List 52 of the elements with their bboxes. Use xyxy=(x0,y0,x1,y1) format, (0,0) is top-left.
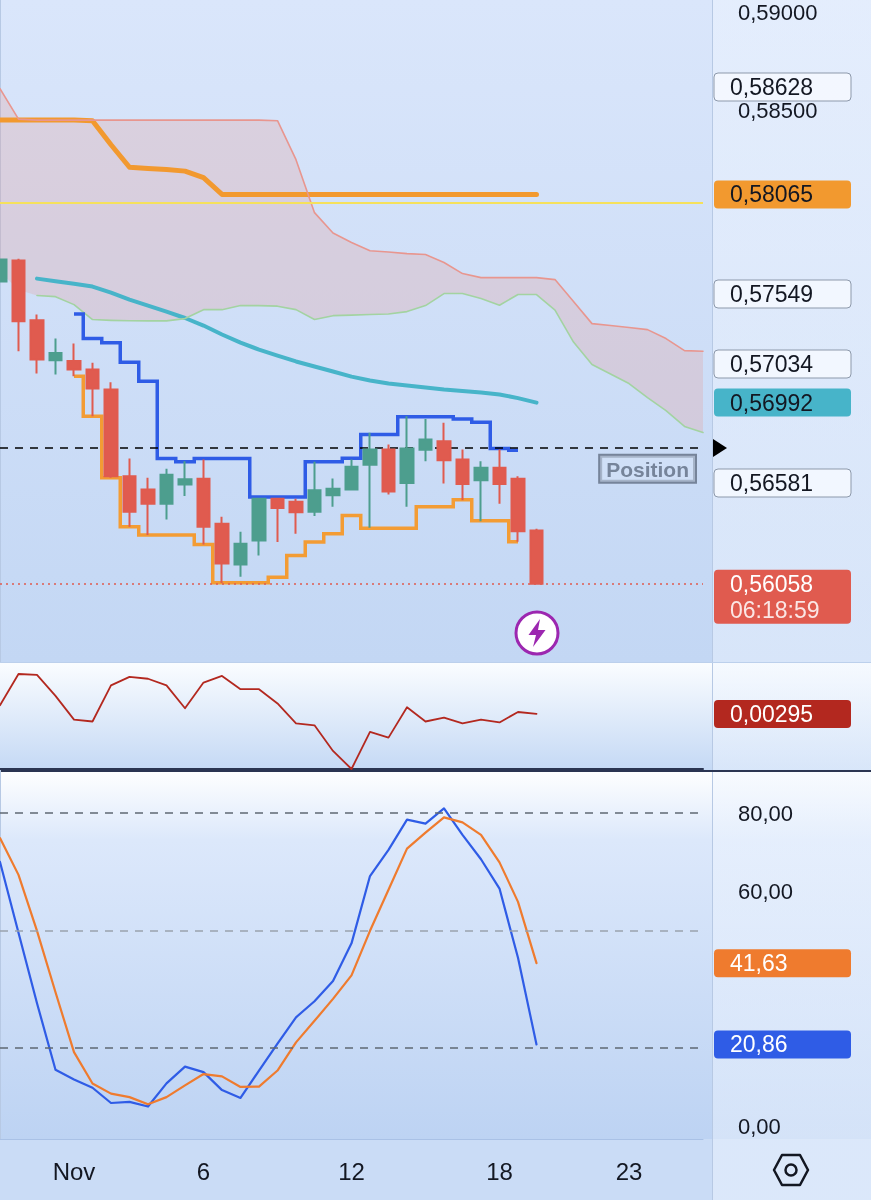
text: 0,58628 xyxy=(730,74,814,100)
x-tick-label: 12 xyxy=(338,1157,365,1185)
y-tick-label: 0,58500 xyxy=(738,97,818,123)
candlestick xyxy=(159,467,174,521)
text: 0,58065 xyxy=(730,181,814,208)
candlestick xyxy=(85,361,100,418)
candlestick xyxy=(29,313,45,375)
candlestick xyxy=(381,443,396,496)
x-tick-label: Nov xyxy=(52,1157,96,1185)
text: 0,57549 xyxy=(730,281,814,307)
candlestick xyxy=(251,496,267,557)
y-tick-label: 0,59000 xyxy=(738,0,818,26)
text: 20,86 xyxy=(730,1031,788,1058)
text: 06:18:59 xyxy=(730,596,820,623)
candlestick xyxy=(288,497,304,535)
candlestick xyxy=(492,448,507,505)
candlestick xyxy=(140,476,156,537)
text: 41,63 xyxy=(730,950,788,977)
candlestick xyxy=(344,458,359,492)
candlestick xyxy=(325,477,341,508)
candlestick xyxy=(270,497,285,544)
line-series xyxy=(35,276,539,405)
y-tick-label: 80,00 xyxy=(738,800,794,826)
candlestick xyxy=(66,342,82,378)
x-tick-label: 23 xyxy=(615,1157,643,1185)
text: 0,00295 xyxy=(730,700,814,727)
text: 0,57034 xyxy=(730,351,814,377)
candlestick xyxy=(196,458,211,546)
candlestick xyxy=(455,448,470,502)
x-tick-label: 6 xyxy=(196,1157,211,1185)
candlestick xyxy=(122,457,137,528)
candlestick xyxy=(103,381,119,479)
x-tick-label: 18 xyxy=(486,1157,513,1185)
text: 0,56992 xyxy=(730,389,814,416)
candlestick xyxy=(436,421,452,485)
y-tick-label: 0,00 xyxy=(738,1113,781,1139)
candlestick xyxy=(233,530,248,578)
line-series xyxy=(0,87,704,352)
candlestick xyxy=(399,415,415,508)
ref-line-label: Position xyxy=(606,457,689,481)
candlestick xyxy=(48,337,63,376)
candlestick xyxy=(473,460,489,523)
line-series xyxy=(36,292,704,434)
candlestick xyxy=(362,431,378,529)
text: 0,56581 xyxy=(730,470,814,496)
candlestick xyxy=(418,417,433,463)
candlestick xyxy=(307,460,322,518)
y-tick-label: 60,00 xyxy=(738,878,794,904)
candlestick xyxy=(177,460,193,498)
candlestick xyxy=(11,257,26,353)
text: 0,56058 xyxy=(730,570,814,597)
candlestick xyxy=(510,475,526,543)
